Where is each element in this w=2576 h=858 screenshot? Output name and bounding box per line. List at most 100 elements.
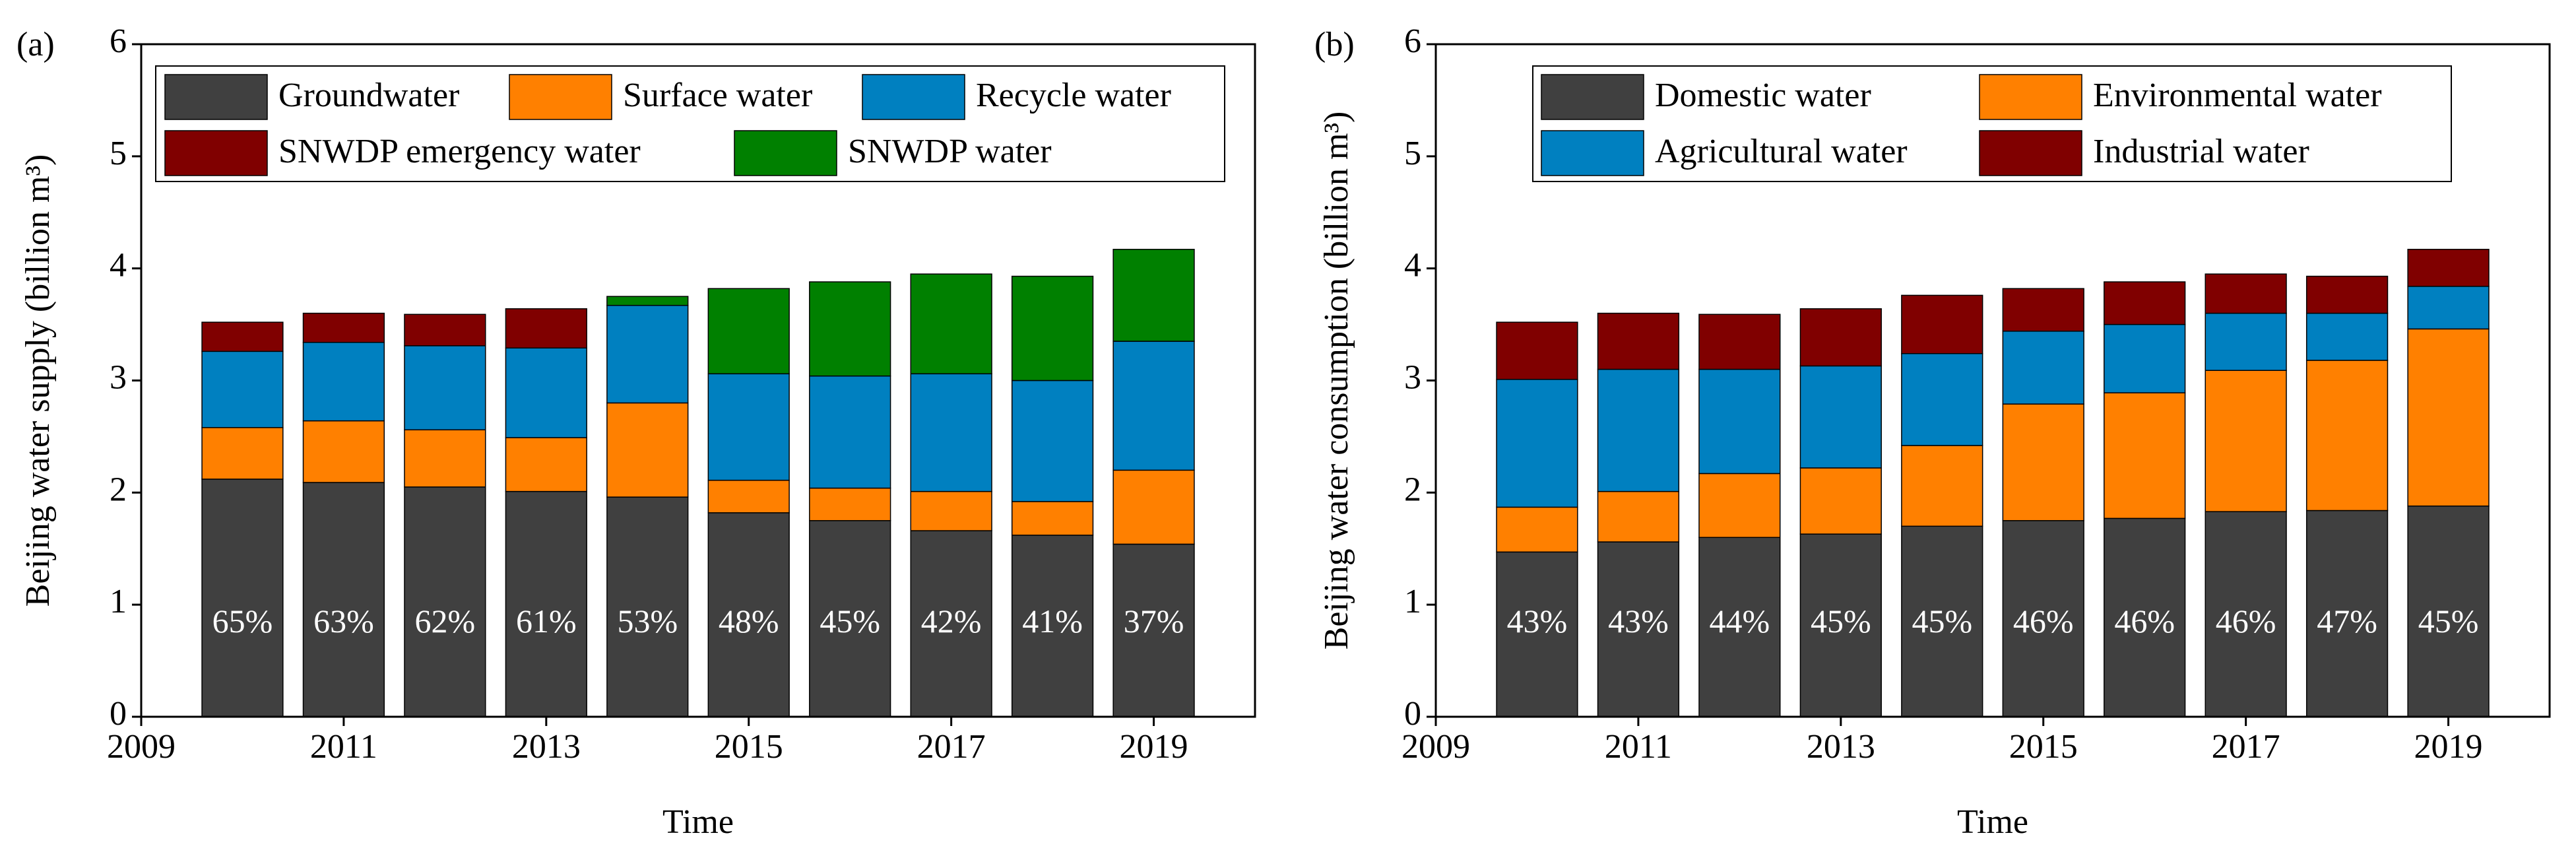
bar-segment [1011,275,1094,381]
bar-segment [809,281,891,377]
share-label: 45% [2418,603,2479,640]
y-tick-label: 2 [1404,471,1421,508]
bar-segment [1597,490,1680,543]
x-axis-label: Time [662,803,734,841]
bar-segment [1901,294,1983,354]
legend-label: Surface water [623,77,812,114]
x-tick-label: 2015 [715,728,783,766]
bar-segment [2407,505,2490,717]
bar-segment [2205,273,2287,314]
y-tick-label: 6 [1404,22,1421,60]
bar-segment [404,345,486,430]
bar-segment [201,427,284,480]
share-label: 44% [1710,603,1770,640]
bar-segment [2305,360,2389,512]
y-tick-label: 4 [1404,247,1421,284]
bar-segment [2305,510,2389,717]
bar-segment [809,520,891,717]
x-axis-label: Time [1957,803,2028,841]
bar-segment [1112,543,1195,717]
share-label: 45% [1811,603,1871,640]
bar-segment [1597,312,1680,370]
bar-segment [2002,520,2084,717]
x-tick-label: 2009 [107,728,176,766]
share-label: 53% [617,603,678,640]
bar-segment [910,373,992,492]
bar-segment [809,487,891,521]
legend-label: SNWDP emergency water [278,133,641,170]
bar-segment [809,375,891,489]
bar-segment [2205,370,2287,512]
bar-segment [1496,321,1578,380]
bar-segment [2002,331,2084,405]
y-tick-label: 3 [110,358,127,396]
x-tick-label: 2019 [1120,728,1188,766]
legend-swatch [734,130,837,176]
bar-segment [1901,445,1983,527]
bar-segment [910,490,992,531]
share-label: 45% [1912,603,1972,640]
bar-segment [1112,249,1195,342]
y-tick-label: 3 [1404,358,1421,396]
legend-swatch [509,74,612,120]
bar-segment [2205,312,2287,371]
bar-segment [302,482,385,717]
y-tick-label: 5 [110,135,127,172]
bar-segment [1597,368,1680,492]
bar-segment [1011,501,1094,536]
bar-segment [707,512,790,717]
bar-segment [201,478,284,717]
bar-segment [505,308,587,348]
bar-segment [404,486,486,717]
bar-segment [2407,328,2490,507]
bar-segment [2104,323,2186,393]
bar-segment [1496,379,1578,508]
bar-segment [505,347,587,438]
legend-swatch [164,130,268,176]
share-label: 41% [1022,603,1083,640]
bar-segment [505,437,587,492]
x-tick-label: 2015 [2009,728,2078,766]
share-label: 62% [415,603,476,640]
bar-segment [707,479,790,513]
bar-segment [1112,341,1195,471]
bar-segment [1698,537,1781,717]
bar-segment [606,296,689,306]
y-tick-label: 6 [110,22,127,60]
x-tick-label: 2013 [512,728,581,766]
share-label: 43% [1608,603,1669,640]
legend-swatch [1541,74,1644,120]
bar-segment [1112,469,1195,545]
bar-segment [302,312,385,343]
bar-segment [2104,281,2186,325]
x-tick-label: 2013 [1807,728,1875,766]
bar-segment [1698,473,1781,539]
bar-segment [910,273,992,375]
bar-segment [2305,275,2389,314]
bar-segment [302,420,385,483]
bar-segment [2407,249,2490,287]
bar-segment [1799,308,1882,367]
legend-swatch [862,74,965,120]
share-label: 48% [719,603,779,640]
share-label: 45% [820,603,880,640]
x-tick-label: 2019 [2414,728,2483,766]
legend-label: Groundwater [278,77,459,114]
bar-segment [606,402,689,498]
bar-segment [2407,286,2490,330]
bar-segment [505,490,587,717]
bar-segment [2002,288,2084,332]
share-label: 46% [2216,603,2276,640]
x-tick-label: 2011 [1605,728,1672,766]
bar-segment [1799,365,1882,469]
y-tick-label: 4 [110,247,127,284]
legend-swatch [164,74,268,120]
y-tick-label: 5 [1404,135,1421,172]
share-label: 47% [2317,603,2377,640]
bar-segment [1799,467,1882,535]
panel-label: (a) [16,26,55,63]
x-tick-label: 2009 [1401,728,1470,766]
legend-label: Domestic water [1655,77,1871,114]
legend-swatch [1541,130,1644,176]
